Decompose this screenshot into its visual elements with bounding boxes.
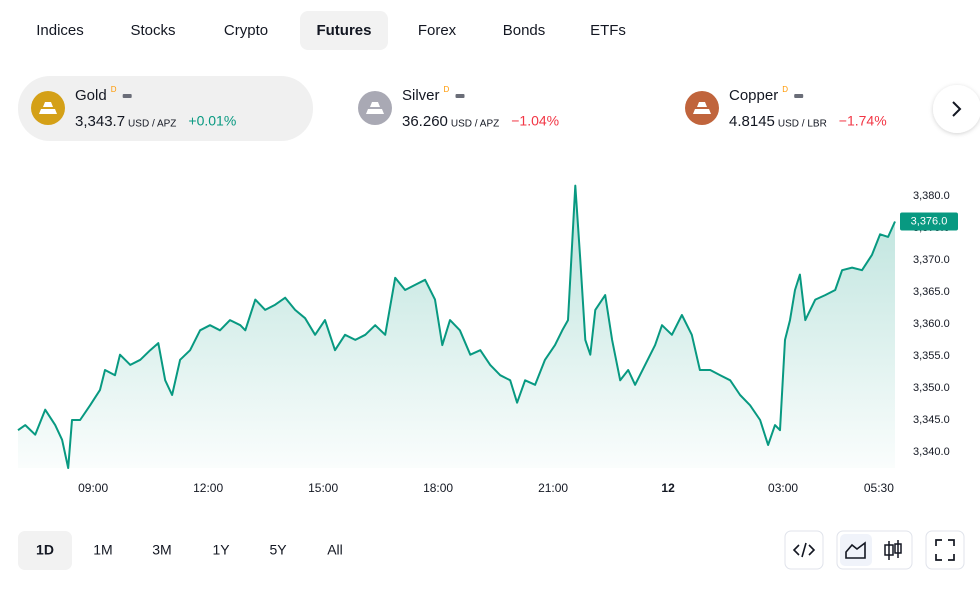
- tab-label[interactable]: Forex: [418, 22, 457, 39]
- ticker-icon[interactable]: [358, 91, 392, 125]
- embed-icon[interactable]: [792, 542, 816, 558]
- ticker-flag[interactable]: [455, 94, 465, 98]
- x-tick-label: 03:00: [768, 481, 798, 495]
- area-style-icon[interactable]: [845, 541, 866, 559]
- ticker-icon-glyph[interactable]: [693, 102, 711, 114]
- ticker-flag[interactable]: [122, 94, 132, 98]
- fullscreen-button[interactable]: [925, 530, 965, 570]
- range-active-bg[interactable]: [18, 531, 72, 570]
- y-tick-label: 3,380.0: [913, 190, 950, 202]
- next-arrow-icon[interactable]: [952, 101, 962, 117]
- range-button[interactable]: 5Y: [269, 542, 287, 558]
- area-style-button[interactable]: [840, 534, 872, 566]
- tab[interactable]: Indices: [36, 22, 84, 39]
- tab[interactable]: Forex: [418, 22, 457, 39]
- x-tick-label: 21:00: [538, 481, 568, 495]
- y-tick-label: 3,370.0: [913, 254, 950, 266]
- x-tick-label: 18:00: [423, 481, 453, 495]
- x-tick-label: 12: [661, 481, 675, 495]
- tab-label[interactable]: ETFs: [590, 22, 626, 39]
- y-tick-label: 3,350.0: [913, 382, 950, 394]
- range-label[interactable]: 5Y: [269, 542, 287, 558]
- tab[interactable]: Stocks: [130, 22, 175, 39]
- fullscreen-icon[interactable]: [935, 539, 955, 561]
- ticker-card[interactable]: Gold D 3,343.7 USD / APZ +0.01%: [18, 76, 313, 141]
- ticker-badge[interactable]: D: [782, 85, 788, 94]
- ticker-change[interactable]: +0.01%: [188, 113, 236, 129]
- y-tick-label: 3,355.0: [913, 350, 950, 362]
- fullscreen-button-bg[interactable]: [925, 530, 965, 570]
- tab[interactable]: Crypto: [224, 22, 268, 39]
- x-tick-label: 12:00: [193, 481, 223, 495]
- range-label[interactable]: All: [327, 542, 343, 558]
- x-tick-label: 15:00: [308, 481, 338, 495]
- tab-label[interactable]: Stocks: [130, 22, 175, 39]
- tab-label[interactable]: Futures: [316, 22, 371, 39]
- tab-label[interactable]: Indices: [36, 22, 84, 39]
- next-button[interactable]: [933, 85, 980, 133]
- last-price-label: 3,376.0: [911, 215, 948, 227]
- range-button[interactable]: All: [327, 542, 343, 558]
- ticker-icon-glyph[interactable]: [39, 102, 57, 114]
- ticker-badge[interactable]: D: [444, 85, 450, 94]
- y-tick-label: 3,345.0: [913, 414, 950, 426]
- range-label[interactable]: 1M: [93, 542, 112, 558]
- ticker-card[interactable]: Silver D 36.260 USD / APZ −1.04%: [358, 85, 559, 130]
- tab-label[interactable]: Bonds: [503, 22, 546, 39]
- tab[interactable]: Futures: [300, 11, 388, 50]
- tab[interactable]: Bonds: [503, 22, 546, 39]
- ticker-card[interactable]: Copper D 4.8145 USD / LBR −1.74%: [685, 85, 887, 130]
- ticker-price[interactable]: 4.8145: [729, 113, 775, 130]
- candle-style-icon[interactable]: [884, 540, 902, 560]
- range-button[interactable]: 1D: [18, 531, 72, 570]
- last-price-tag: [900, 212, 958, 231]
- ticker-name[interactable]: Copper: [729, 87, 778, 104]
- range-label[interactable]: 3M: [152, 542, 171, 558]
- tab-active-bg[interactable]: [300, 11, 388, 50]
- next-button-bg[interactable]: [933, 85, 980, 133]
- range-button[interactable]: 3M: [152, 542, 171, 558]
- ticker-badge[interactable]: D: [111, 85, 117, 94]
- x-tick-label: 05:30: [864, 481, 894, 495]
- range-label[interactable]: 1Y: [212, 542, 230, 558]
- range-label[interactable]: 1D: [36, 542, 54, 558]
- ticker-name[interactable]: Gold: [75, 87, 107, 104]
- ticker-card-bg[interactable]: [18, 76, 313, 141]
- y-tick-label: 3,360.0: [913, 318, 950, 330]
- embed-button[interactable]: [784, 530, 824, 570]
- range-button[interactable]: 1M: [93, 542, 112, 558]
- ticker-change[interactable]: −1.74%: [839, 113, 887, 129]
- ticker-icon-glyph[interactable]: [366, 102, 384, 114]
- ticker-icon[interactable]: [685, 91, 719, 125]
- tab[interactable]: ETFs: [590, 22, 626, 39]
- ticker-price[interactable]: 36.260: [402, 113, 448, 130]
- y-tick-label: 3,365.0: [913, 286, 950, 298]
- tab-label[interactable]: Crypto: [224, 22, 268, 39]
- ticker-flag[interactable]: [794, 94, 804, 98]
- ticker-price[interactable]: 3,343.7: [75, 113, 125, 130]
- chart-style-group: [836, 530, 913, 570]
- ticker-unit[interactable]: USD / LBR: [778, 119, 827, 130]
- ticker-change[interactable]: −1.04%: [511, 113, 559, 129]
- y-tick-label: 3,340.0: [913, 446, 950, 458]
- ticker-unit[interactable]: USD / APZ: [128, 119, 176, 130]
- price-line: [17, 184, 896, 469]
- ticker-name[interactable]: Silver: [402, 87, 440, 104]
- ticker-icon[interactable]: [31, 91, 65, 125]
- x-tick-label: 09:00: [78, 481, 108, 495]
- ticker-unit[interactable]: USD / APZ: [451, 119, 499, 130]
- range-button[interactable]: 1Y: [212, 542, 230, 558]
